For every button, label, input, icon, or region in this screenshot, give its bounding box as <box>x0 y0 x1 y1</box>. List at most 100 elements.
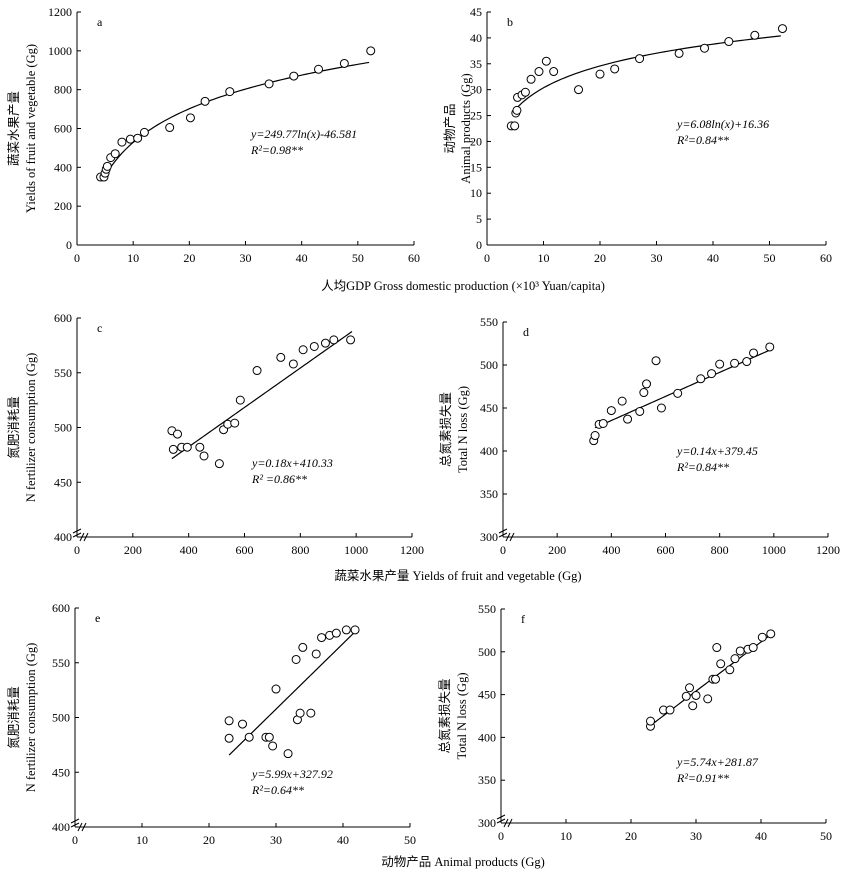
data-point <box>244 732 254 742</box>
data-point <box>730 358 740 368</box>
data-point <box>703 694 713 704</box>
data-point <box>295 708 305 718</box>
y-tick-label: 300 <box>480 530 498 544</box>
y-axis-break <box>72 528 82 538</box>
data-point <box>168 444 178 454</box>
y-tick-label: 1200 <box>48 5 72 19</box>
y-tick-label: 15 <box>470 160 482 174</box>
x-tick-label: 60 <box>820 251 832 265</box>
data-point <box>235 395 245 405</box>
x-tick-label: 20 <box>594 251 606 265</box>
data-point <box>346 335 356 345</box>
data-point <box>735 646 745 656</box>
data-point <box>685 683 694 693</box>
data-point <box>635 406 645 416</box>
fit-equation: y=0.14x+379.45 <box>676 444 758 458</box>
fit-line <box>104 61 370 177</box>
panel-a: 0 10 20 30 40 50 60020040060080010001200a蔬菜水果产… <box>7 5 420 265</box>
data-point <box>646 716 655 726</box>
data-point <box>691 690 701 700</box>
y-tick-label: 400 <box>52 820 70 834</box>
data-point <box>165 123 175 133</box>
data-point <box>639 388 649 398</box>
y-tick-label: 400 <box>54 160 72 174</box>
y-axis-label-cn: 氮肥消耗量 <box>6 396 21 459</box>
data-point <box>252 366 262 376</box>
data-point <box>125 134 135 144</box>
fit-equation: y=0.18x+410.33 <box>251 456 333 470</box>
y-tick-label: 600 <box>54 122 72 136</box>
data-point <box>707 369 717 379</box>
y-axis-label-en: N fertilizer consumption (Gg) <box>24 353 38 503</box>
data-point <box>673 388 683 398</box>
data-point <box>185 113 195 123</box>
y-tick-label: 500 <box>52 711 70 725</box>
x-tick-label: 30 <box>690 829 702 843</box>
data-point <box>311 649 321 659</box>
data-point <box>681 691 691 701</box>
x-tick-label: 10 <box>127 251 139 265</box>
y-axis-label-en: Total N loss (Gg) <box>456 386 470 473</box>
panel-letter: d <box>523 325 529 339</box>
data-point <box>656 403 666 413</box>
y-tick-label: 600 <box>52 601 70 615</box>
x-tick-label: 20 <box>625 829 637 843</box>
data-point <box>635 54 645 64</box>
x-tick-label: 1000 <box>762 543 786 557</box>
x-tick-label: 40 <box>755 829 767 843</box>
data-point <box>224 716 234 726</box>
data-point <box>291 654 301 664</box>
data-point <box>309 341 319 351</box>
data-point <box>510 121 520 131</box>
data-point <box>117 137 127 147</box>
x-tick-label: 20 <box>203 833 215 847</box>
panel-e: 0 10 20 30 40 50 400 450 500 550 600 e 氮肥消耗量 N fertil… <box>6 601 416 847</box>
y-tick-label: 500 <box>478 645 496 659</box>
x-axis-break <box>505 532 515 542</box>
y-tick-label: 500 <box>54 421 72 435</box>
data-point <box>298 642 308 652</box>
x-tick-label: 10 <box>538 251 550 265</box>
y-tick-label: 550 <box>52 656 70 670</box>
x-tick-label: 40 <box>296 251 308 265</box>
data-point <box>289 71 299 81</box>
data-point <box>195 442 205 452</box>
y-tick-label: 450 <box>480 401 498 415</box>
panel-letter: a <box>97 15 103 29</box>
data-point <box>715 359 725 369</box>
x-tick-label: 1000 <box>344 543 368 557</box>
r-squared: R²=0.98** <box>250 143 303 157</box>
data-point <box>598 418 608 428</box>
data-point <box>750 30 760 40</box>
y-axis-break <box>70 818 80 828</box>
y-tick-label: 300 <box>478 816 496 830</box>
data-point <box>306 708 316 718</box>
y-tick-label: 20 <box>470 134 482 148</box>
y-tick-label: 400 <box>478 730 496 744</box>
x-tick-label: 20 <box>183 251 195 265</box>
fit-equation: y=249.77ln(x)-46.581 <box>250 127 357 141</box>
data-point <box>329 335 339 345</box>
y-tick-label: 35 <box>470 57 482 71</box>
data-point <box>283 749 293 759</box>
data-point <box>224 733 234 743</box>
data-point <box>765 342 775 352</box>
x-tick-label: 50 <box>764 251 776 265</box>
data-point <box>716 659 726 669</box>
data-point <box>724 37 734 47</box>
data-point <box>173 429 182 439</box>
data-point <box>688 701 698 711</box>
data-point <box>366 46 376 56</box>
fit-line <box>594 349 771 429</box>
data-point <box>610 64 620 74</box>
data-point <box>534 67 544 77</box>
y-tick-label: 0 <box>476 238 482 252</box>
x-tick-label: 50 <box>352 251 364 265</box>
data-point <box>725 665 735 675</box>
data-point <box>595 69 605 79</box>
data-point <box>766 629 776 639</box>
data-point <box>623 414 633 424</box>
x-tick-label: 0 <box>498 829 504 843</box>
y-axis-label-cn: 蔬菜水果产量 <box>7 91 21 166</box>
